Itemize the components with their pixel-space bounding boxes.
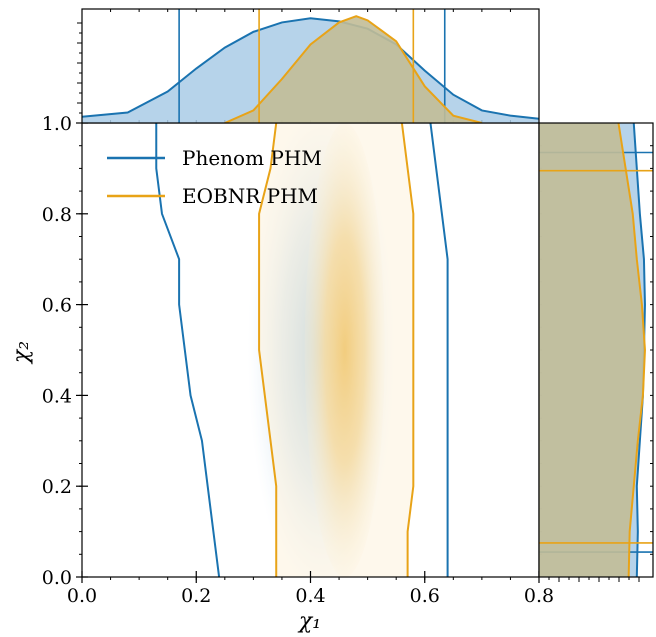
x-marginal-frame [81,8,540,124]
y-marginal-fill-eobnr [539,123,645,577]
contour-right-eobnr [400,123,415,577]
y-tick-label: 0.4 [42,385,72,407]
y-marginal-panel [538,122,654,582]
legend: Phenom PHM EOBNR PHM [107,146,322,208]
y-tick-label: 0.6 [42,295,72,317]
credible-contours [155,123,449,577]
y-marginal-frame [538,122,654,578]
x-axis-label: χ₁ [297,609,321,634]
contour-fill-eobnr [259,123,414,577]
contour-right-phenom [429,123,449,577]
x-marginal-fill-eobnr [224,16,482,123]
y-tick-label: 0.2 [42,476,72,498]
y-tick-label: 0.0 [42,567,72,589]
main-panel: 0.0 0.2 0.4 0.6 0.8 0.0 0.2 0.4 0.6 0.8 1.0 Phenom… [9,9,653,634]
x-marginal-panel [77,8,540,124]
legend-label-eobnr: EOBNR PHM [182,184,318,208]
x-tick-label: 0.2 [181,585,211,607]
contour-left-eobnr [258,123,278,577]
y-marginal-ticks [538,577,640,582]
density-background [247,123,414,577]
x-marginal-ticks [77,22,82,124]
contour-left-phenom [155,123,221,577]
y-tick-label: 0.8 [42,204,72,226]
x-tick-label: 0.8 [524,585,554,607]
x-marginal-line-phenom [82,17,539,120]
y-axis-label: χ₂ [9,341,34,365]
x-tick-label: 0.6 [410,585,440,607]
legend-label-phenom: Phenom PHM [182,146,322,170]
main-ticks: 0.0 0.2 0.4 0.6 0.8 0.0 0.2 0.4 0.6 0.8 1.0 [42,9,653,607]
x-tick-label: 0.4 [295,585,325,607]
y-tick-label: 1.0 [42,113,72,135]
y-marginal-line-eobnr [617,123,646,577]
x-marginal-line-eobnr [224,15,483,123]
x-tick-label: 0.0 [67,585,97,607]
